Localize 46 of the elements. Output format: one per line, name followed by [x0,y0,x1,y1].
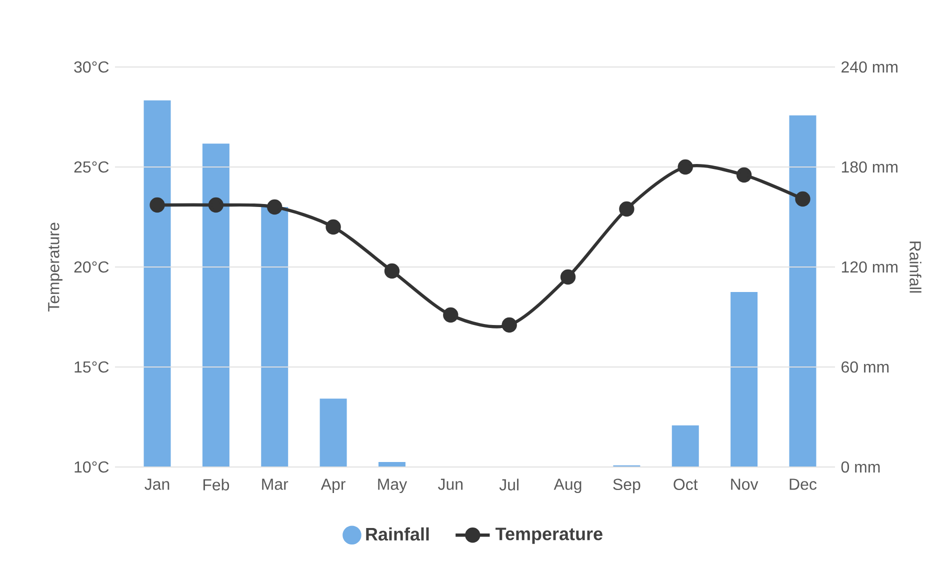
x-tick-label: Nov [731,478,758,490]
x-tick-label: Mar [262,478,288,490]
bar [144,100,171,467]
bar [261,206,288,467]
point [736,167,752,183]
y2-tick-label: 60 mm [842,361,889,373]
bar [730,292,758,467]
point [560,269,576,285]
x-tick-label: Sep [613,478,640,494]
point [150,197,165,213]
y2-tick-label: 0 mm [841,461,880,473]
point [384,263,400,279]
y2-tick-label: 180 mm [842,161,898,173]
point [619,201,634,217]
point [267,199,282,215]
point [502,317,517,333]
y2-tick-label: 240 mm [842,61,898,73]
x-tick-label: Feb [203,478,230,490]
x-tick-label: Aug [554,478,582,494]
bar [320,398,347,467]
y-tick-label: 25°C [74,161,109,173]
legend-label: Temperature [496,528,602,544]
y-axis-title: Temperature [48,222,62,312]
y2-axis-title: Rainfall [910,242,922,293]
legend-label: Rainfall [366,527,429,541]
x-tick-label: Apr [320,478,346,494]
point [795,191,810,207]
point [443,307,458,323]
x-tick-label: Oct [674,478,698,490]
point [678,159,693,175]
y2-tick-label: 120 mm [842,261,898,273]
x-tick-label: Jan [144,478,170,490]
point [326,219,341,235]
bar [202,144,230,467]
y-tick-label: 20°C [74,261,109,273]
x-tick-label: Dec [790,478,817,490]
y-tick-label: 30°C [74,61,109,73]
x-tick-label: Jun [438,478,463,490]
x-tick-label: May [378,478,408,494]
y-tick-label: 15°C [74,361,109,373]
bar [378,462,406,467]
y-tick-label: 10°C [74,461,109,473]
bar [672,425,699,467]
x-tick-label: Jul [499,478,518,490]
point [208,197,224,213]
bar [789,115,816,467]
